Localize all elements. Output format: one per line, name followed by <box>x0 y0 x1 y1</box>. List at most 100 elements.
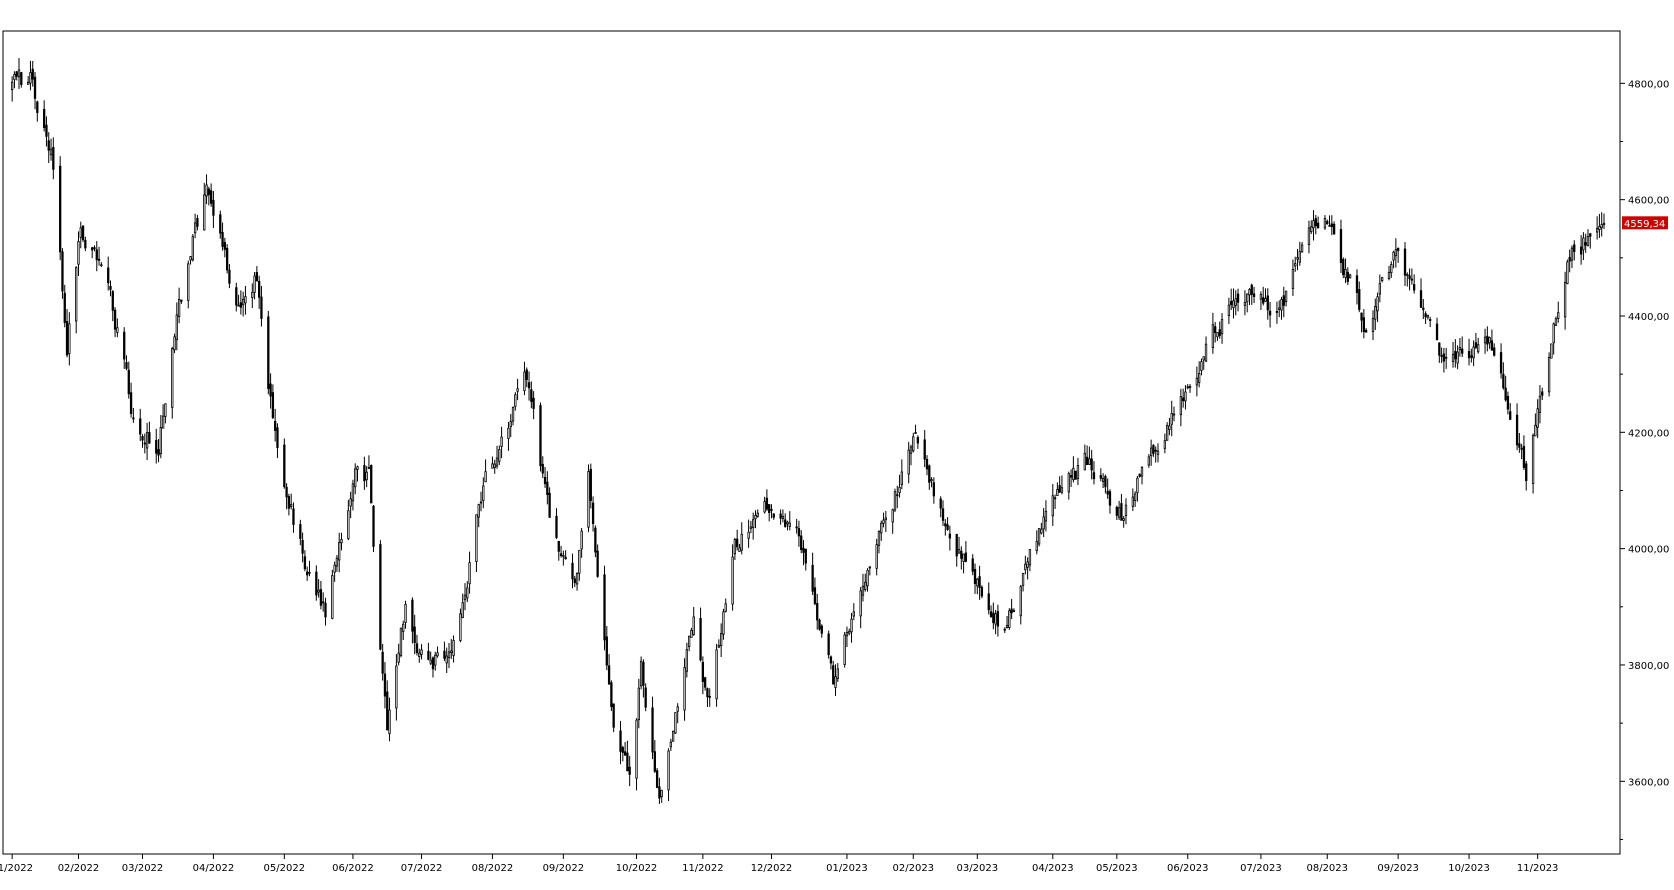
candle-body <box>351 483 355 502</box>
candle-body <box>1074 470 1077 480</box>
candle-body <box>607 665 611 685</box>
candle-body <box>68 323 71 355</box>
candle-body <box>148 432 151 444</box>
candle-body <box>1211 324 1215 349</box>
candle-body <box>404 603 407 623</box>
candle-body <box>1518 443 1521 448</box>
candle-body <box>1461 348 1464 354</box>
candle-body <box>363 465 366 482</box>
candle-body <box>900 471 903 485</box>
candle-body <box>1282 295 1285 306</box>
candle-body <box>1278 307 1281 310</box>
candle-body <box>59 165 62 253</box>
candle-body <box>31 68 34 80</box>
candle-body <box>511 407 515 422</box>
candle-body <box>591 502 595 525</box>
candle-body <box>1371 317 1375 332</box>
candle-body <box>980 586 984 597</box>
candle-body <box>116 327 119 333</box>
candle-body <box>1035 541 1038 552</box>
candle-body <box>1284 290 1288 303</box>
candle-body <box>1053 497 1057 500</box>
candle-body <box>557 540 560 552</box>
candle-body <box>1392 251 1395 261</box>
candle-body <box>413 626 416 643</box>
candle-body <box>747 531 750 539</box>
candle-body <box>1323 217 1327 229</box>
candle-body <box>669 741 672 748</box>
candle-body <box>223 242 227 250</box>
candle-body <box>1339 229 1343 263</box>
candle-body <box>786 521 789 525</box>
candle-body <box>800 535 803 551</box>
candle-body <box>1008 610 1011 628</box>
candle-body <box>175 314 178 341</box>
candle-body <box>354 468 357 488</box>
candle-body <box>173 336 176 351</box>
candle-body <box>1426 314 1430 318</box>
candle-body <box>628 766 631 775</box>
candle-body <box>399 627 403 656</box>
candle-body <box>861 585 865 596</box>
candle-body <box>1474 342 1478 348</box>
candle-body <box>509 421 512 428</box>
candle-body <box>992 612 995 624</box>
candle-body <box>143 442 146 445</box>
last-price-label: 4559,34 <box>1624 219 1665 230</box>
candle-body <box>715 649 718 700</box>
candle-body <box>27 81 30 85</box>
candle-body <box>891 509 894 523</box>
candle-body <box>427 650 430 660</box>
candle-body <box>784 519 787 527</box>
candle-body <box>317 589 320 593</box>
candle-body <box>29 72 32 84</box>
candle-body <box>111 291 114 311</box>
candle-body <box>765 497 769 510</box>
candle-body <box>909 446 913 454</box>
candle-body <box>386 691 389 731</box>
candle-body <box>379 544 382 650</box>
candle-body <box>271 392 275 418</box>
candle-body <box>1314 218 1317 227</box>
candle-body <box>193 222 197 234</box>
candle-body <box>589 468 592 501</box>
candle-body <box>1275 311 1279 313</box>
candle-body <box>644 687 647 708</box>
candle-body <box>255 272 259 282</box>
x-tick-label: 04/2022 <box>193 863 235 874</box>
candle-body <box>788 522 791 527</box>
candle-body <box>319 589 323 606</box>
candle-body <box>1534 424 1537 437</box>
candle-body <box>429 659 432 664</box>
candle-body <box>816 603 819 621</box>
candle-body <box>1579 246 1583 255</box>
candle-body <box>372 505 375 547</box>
candle-body <box>1133 493 1137 501</box>
candle-body <box>1227 304 1231 316</box>
candle-body <box>129 392 133 414</box>
candle-body <box>225 247 229 271</box>
candle-body <box>527 382 531 389</box>
candle-body <box>324 602 327 618</box>
candle-body <box>639 660 643 687</box>
candle-body <box>740 533 743 551</box>
candle-body <box>1104 475 1107 488</box>
candle-body <box>1520 447 1523 450</box>
candle-body <box>43 108 46 128</box>
candle-body <box>623 751 627 756</box>
candle-body <box>292 508 295 525</box>
candle-body <box>955 533 958 557</box>
candle-body <box>164 403 167 417</box>
candle-body <box>1364 329 1368 333</box>
candle-body <box>1179 396 1183 416</box>
candle-body <box>781 515 785 519</box>
candle-body <box>1163 440 1167 449</box>
candle-body <box>1220 319 1224 335</box>
candle-body <box>667 750 670 791</box>
candle-body <box>804 548 807 564</box>
candle-body <box>1362 317 1365 333</box>
candle-body <box>820 625 823 634</box>
candle-body <box>1342 259 1345 276</box>
candle-body <box>1172 413 1176 416</box>
